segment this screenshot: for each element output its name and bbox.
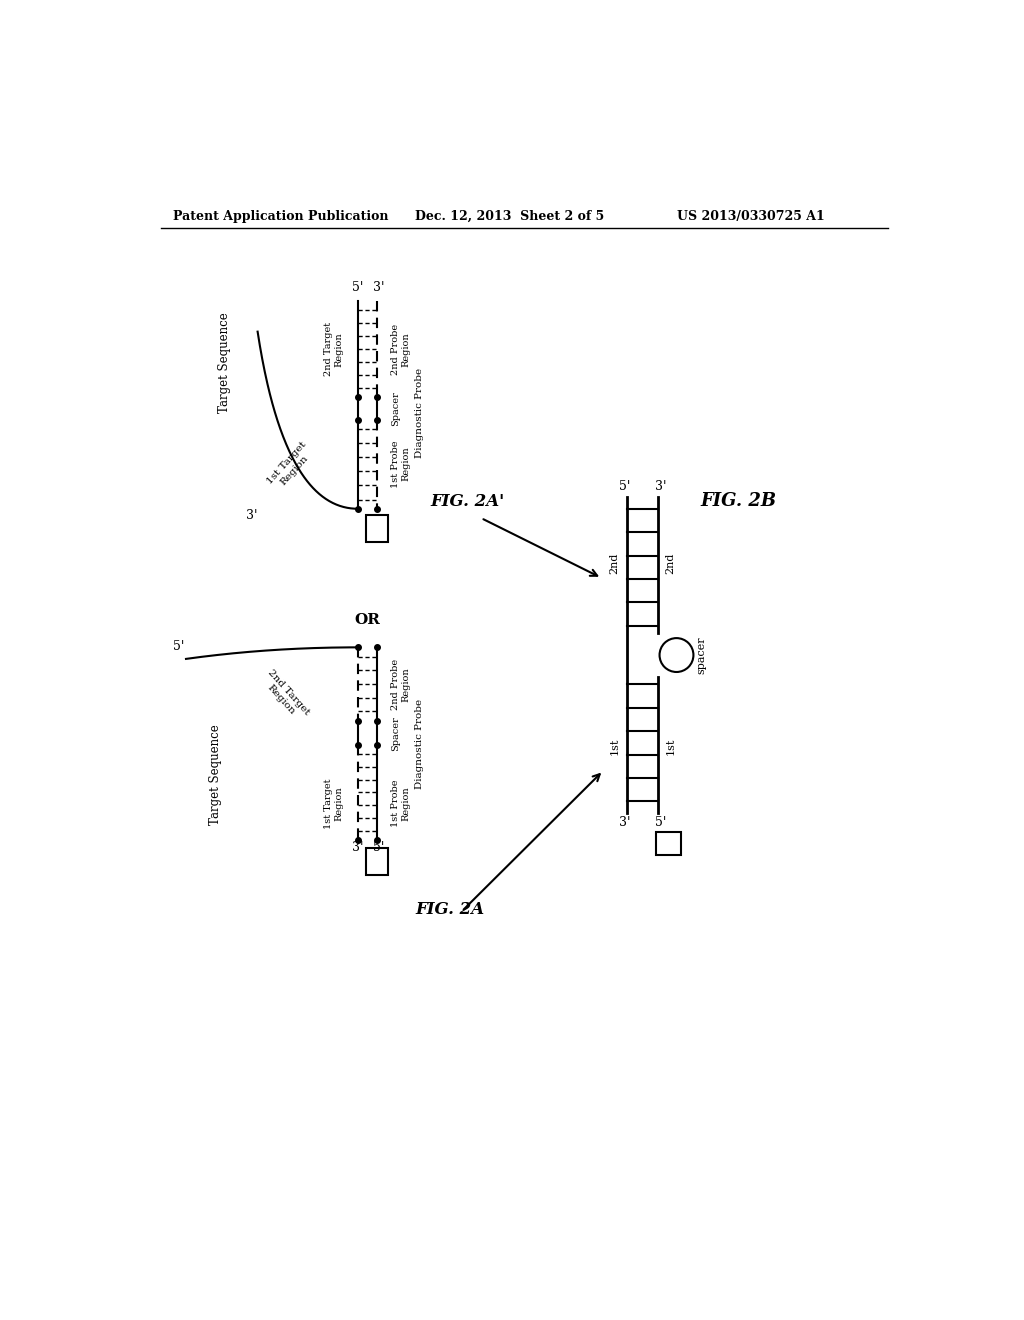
Text: US 2013/0330725 A1: US 2013/0330725 A1 [677, 210, 825, 223]
Text: 2nd Probe
Region: 2nd Probe Region [391, 659, 411, 710]
Bar [367, 847, 388, 875]
Text: 5': 5' [173, 640, 184, 652]
Text: 2nd: 2nd [609, 553, 620, 574]
Text: Diagnostic Probe: Diagnostic Probe [416, 367, 425, 458]
Text: 3': 3' [247, 508, 258, 521]
Text: 3': 3' [373, 281, 384, 294]
Text: 1st: 1st [666, 738, 676, 755]
Text: FIG. 2A': FIG. 2A' [431, 492, 505, 510]
Text: 1st: 1st [609, 738, 620, 755]
Text: 2nd Probe
Region: 2nd Probe Region [391, 323, 411, 375]
Text: FIG. 2A: FIG. 2A [416, 900, 484, 917]
Text: 1st Probe
Region: 1st Probe Region [391, 780, 411, 828]
Text: Dec. 12, 2013  Sheet 2 of 5: Dec. 12, 2013 Sheet 2 of 5 [416, 210, 605, 223]
Text: Target Sequence: Target Sequence [218, 312, 231, 413]
Circle shape [659, 638, 693, 672]
Text: 1st Probe
Region: 1st Probe Region [391, 441, 411, 488]
Text: Target Sequence: Target Sequence [209, 725, 222, 825]
Text: 5': 5' [620, 479, 631, 492]
Bar [656, 832, 681, 855]
Text: 3': 3' [654, 479, 666, 492]
Text: 3': 3' [620, 816, 631, 829]
Text: 1st Target
Region: 1st Target Region [265, 440, 316, 492]
Text: 2nd Target
Region: 2nd Target Region [258, 668, 311, 723]
Text: 3': 3' [352, 841, 364, 854]
Text: OR: OR [354, 614, 380, 627]
Text: Diagnostic Probe: Diagnostic Probe [416, 698, 425, 788]
Text: FIG. 2B: FIG. 2B [700, 492, 776, 510]
Text: 5': 5' [352, 281, 364, 294]
Text: Spacer: Spacer [391, 717, 399, 751]
Text: 1st Target
Region: 1st Target Region [325, 779, 344, 829]
Text: Patent Application Publication: Patent Application Publication [173, 210, 388, 223]
Text: Spacer: Spacer [391, 391, 399, 426]
Text: 2nd Target
Region: 2nd Target Region [325, 322, 344, 376]
Bar [367, 515, 388, 543]
Text: spacer: spacer [696, 636, 707, 675]
Text: 5': 5' [373, 841, 384, 854]
Text: 5': 5' [654, 816, 666, 829]
Text: 2nd: 2nd [666, 553, 676, 574]
